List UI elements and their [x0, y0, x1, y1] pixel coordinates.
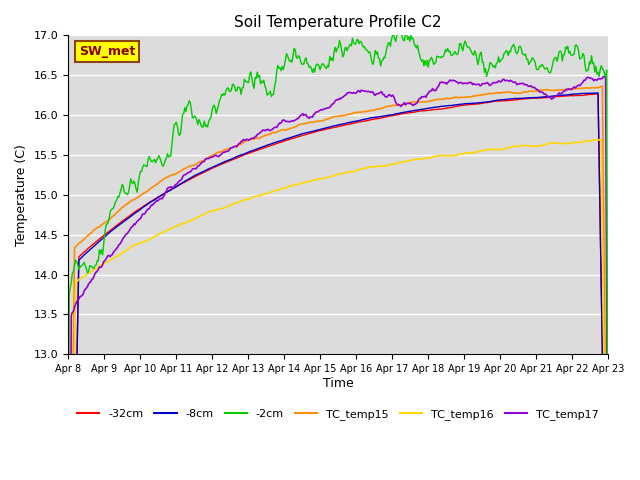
Legend: -32cm, -8cm, -2cm, TC_temp15, TC_temp16, TC_temp17: -32cm, -8cm, -2cm, TC_temp15, TC_temp16,…: [73, 405, 603, 424]
Title: Soil Temperature Profile C2: Soil Temperature Profile C2: [234, 15, 442, 30]
X-axis label: Time: Time: [323, 377, 353, 390]
Y-axis label: Temperature (C): Temperature (C): [15, 144, 28, 246]
Text: SW_met: SW_met: [79, 45, 135, 58]
